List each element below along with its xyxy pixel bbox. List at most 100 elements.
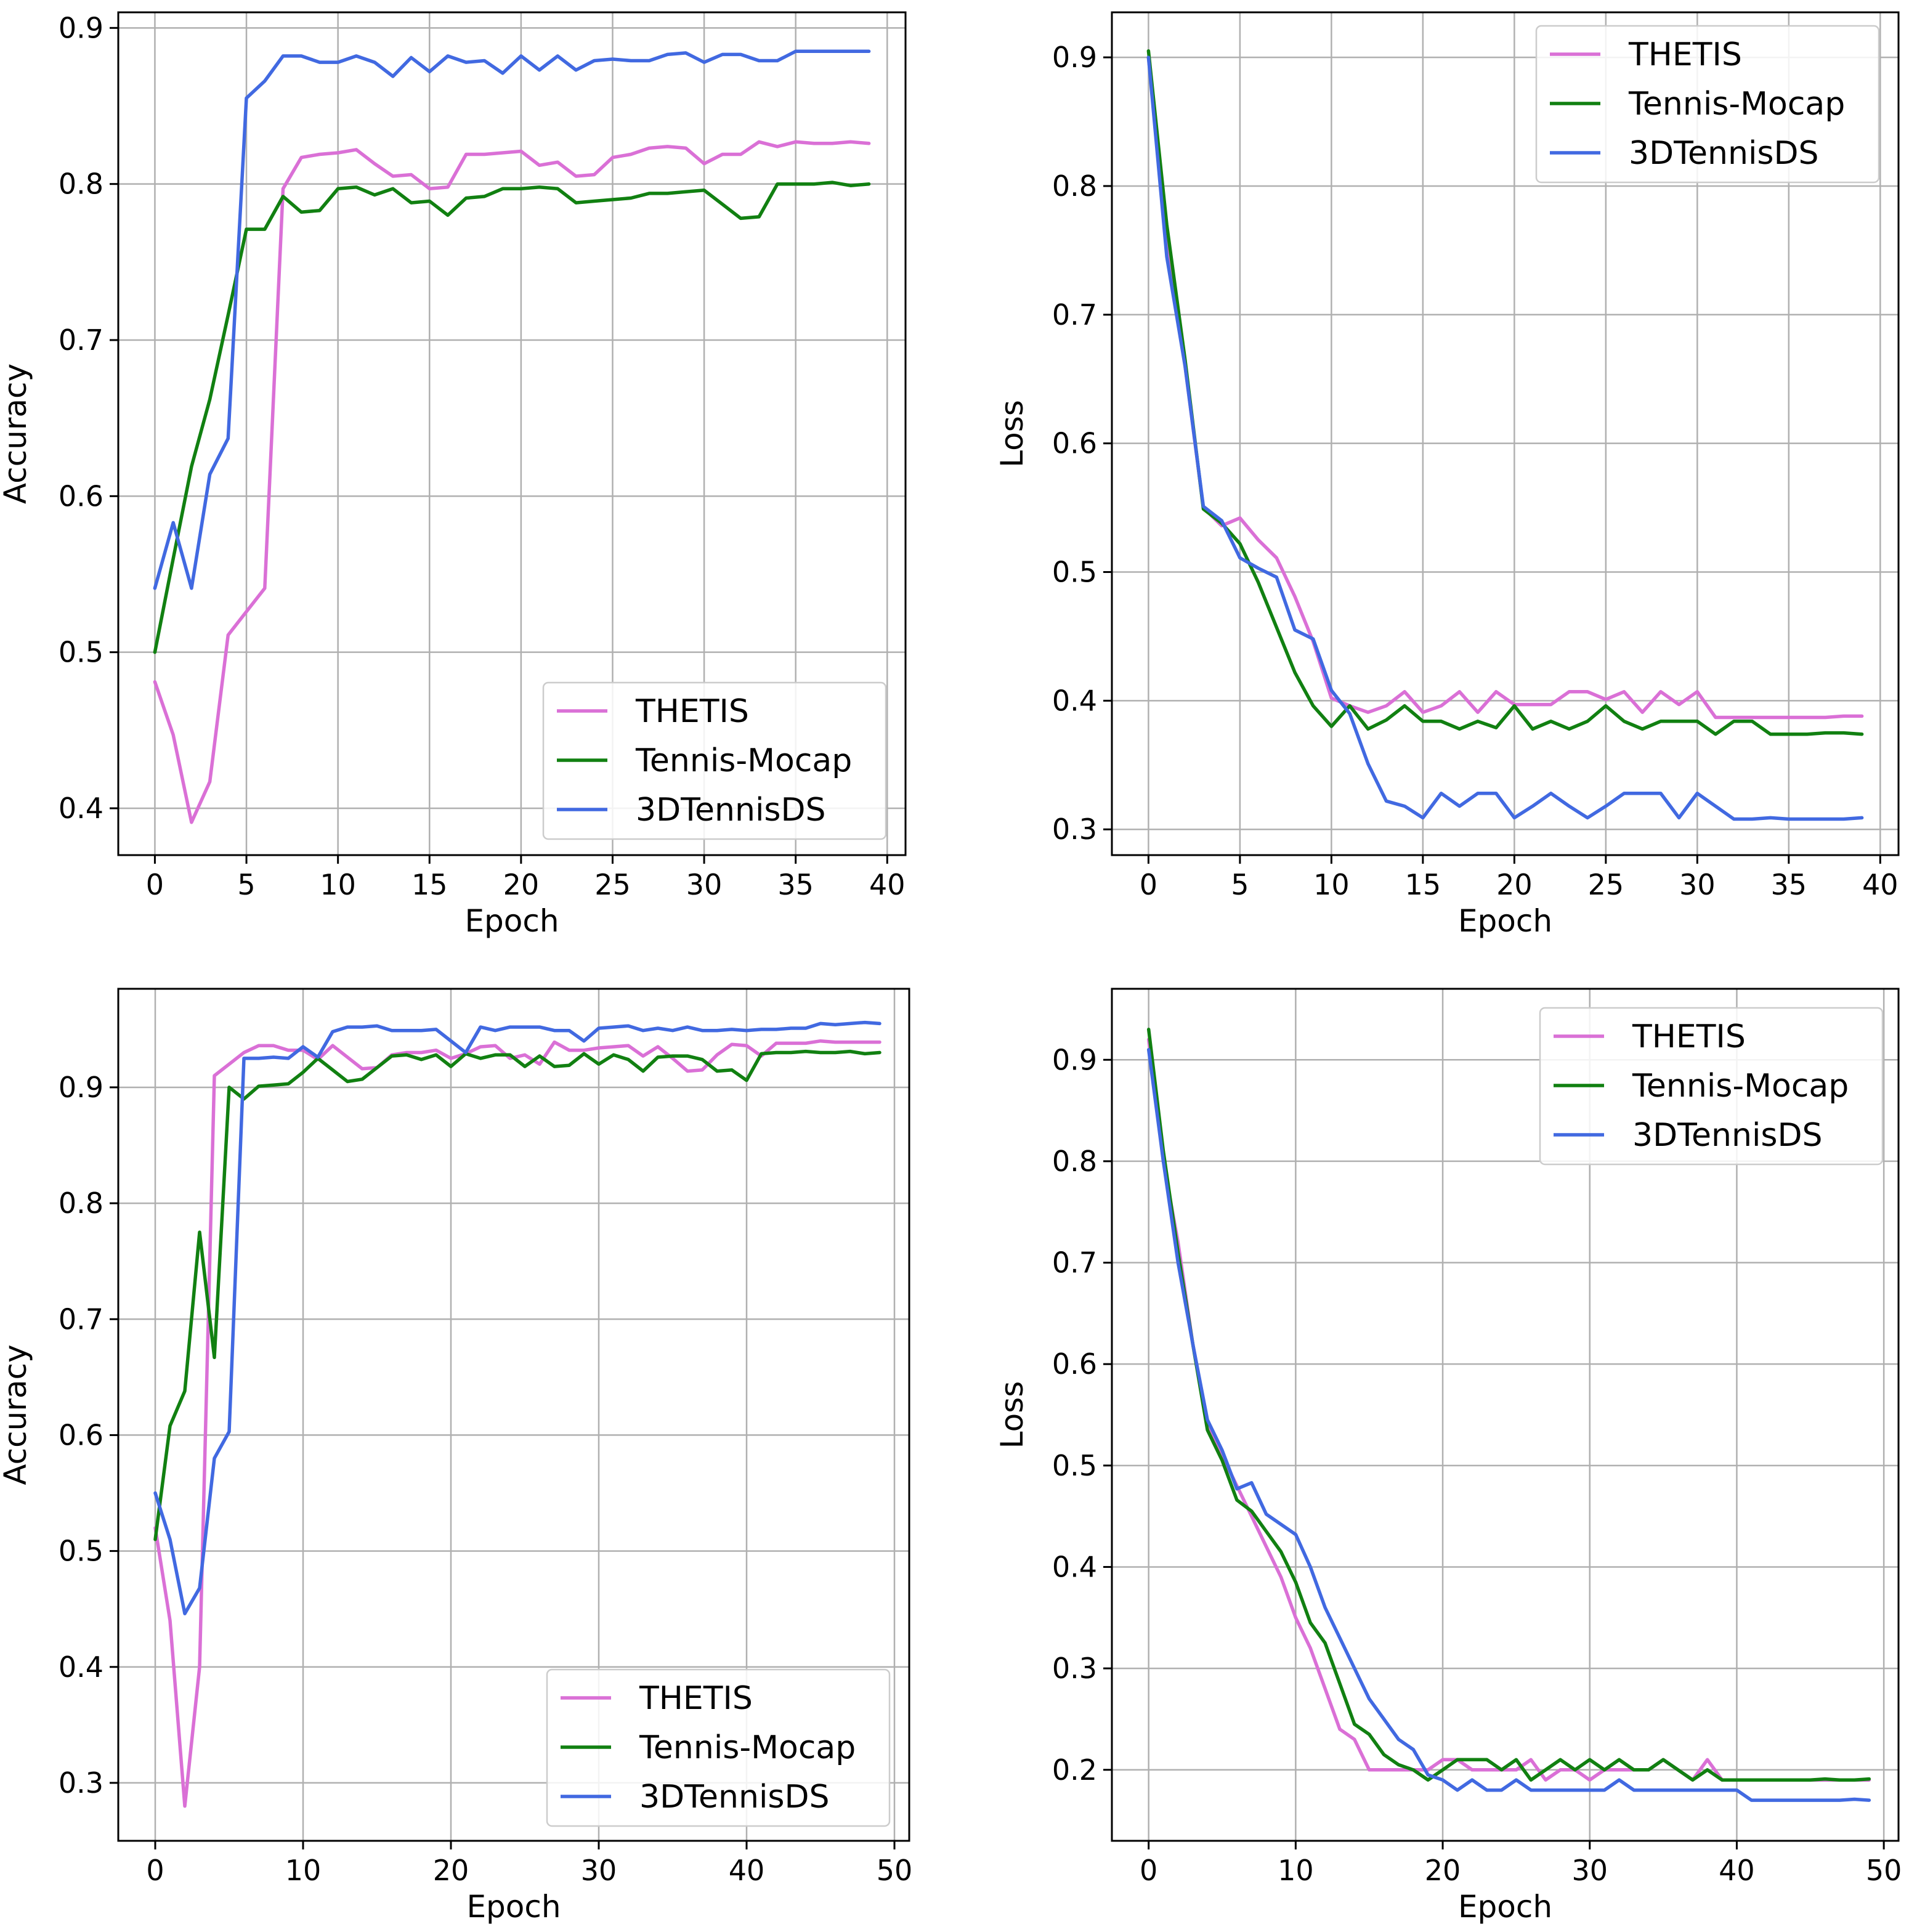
y-tick-label: 0.8 [59,168,103,201]
chart-panel-1: 0 5 10 15 20 25 30 35 40 0.4 0.5 0.6 0.7 0.8 0.9 Epoch A… [0,11,907,939]
x-tick-label: 40 [729,1854,765,1887]
legend-entry-3dtennisds: 3DTennisDS [636,792,826,829]
y-tick-label: 0.8 [59,1187,103,1220]
x-tick-label: 30 [686,868,723,901]
x-tick-label: 20 [1496,868,1533,901]
x-tick-label: 15 [411,868,448,901]
x-tick-label: 25 [594,868,631,901]
x-axis-label: Epoch [1458,1889,1552,1925]
legend-entry-tennis-mocap: Tennis-Mocap [1632,1068,1849,1105]
legend-entry-3dtennisds: 3DTennisDS [639,1779,830,1816]
x-tick-label: 20 [503,868,540,901]
y-tick-label: 0.6 [59,1418,103,1451]
series-line-tennis-mocap [153,181,871,654]
series-line-tennis-mocap [1146,49,1864,736]
legend-entry-tennis-mocap: Tennis-Mocap [1628,86,1845,123]
x-tick-label: 30 [1679,868,1716,901]
series-line-thetis [153,140,871,824]
x-tick-label: 40 [1862,868,1899,901]
y-tick-label: 0.3 [1052,813,1097,846]
x-tick-label: 25 [1588,868,1624,901]
y-tick-label: 0.7 [1052,298,1097,331]
y-tick-label: 0.8 [1052,169,1097,203]
legend-entry-3dtennisds: 3DTennisDS [1632,1117,1823,1154]
plot-area-frame [117,11,907,856]
x-tick-label: 30 [581,1854,617,1887]
y-tick-label: 0.6 [59,479,103,513]
legend-entry-tennis-mocap: Tennis-Mocap [639,1729,856,1766]
x-tick-label: 50 [1866,1854,1902,1887]
y-axis-label: Accuracy [0,363,33,504]
y-tick-label: 0.8 [1052,1145,1097,1178]
x-tick-label: 5 [1231,868,1249,901]
legend: THETIS Tennis-Mocap 3DTennisDS [1535,25,1880,184]
series-line-tennis-mocap [153,1049,881,1541]
y-tick-label: 0.3 [59,1766,103,1800]
chart-panel-2: 0 5 10 15 20 25 30 35 40 0.3 0.4 0.5 0.6 0.7 0.8 0.9 Epo… [994,11,1900,939]
x-tick-label: 15 [1405,868,1441,901]
x-tick-label: 20 [433,1854,469,1887]
x-tick-label: 20 [1425,1854,1461,1887]
y-tick-label: 0.7 [59,323,103,357]
x-tick-label: 35 [1771,868,1807,901]
legend-entry-thetis: THETIS [1632,1018,1746,1055]
y-axis-label: Loss [994,400,1030,468]
y-tick-label: 0.5 [59,636,103,669]
y-tick-label: 0.9 [59,11,103,44]
series-line-3dtennisds [153,1020,881,1615]
y-tick-label: 0.5 [59,1535,103,1568]
chart-panel-3: 0 10 20 30 40 50 0.3 0.4 0.5 0.6 0.7 0.8 0.9 Epoch Acc… [0,988,913,1925]
x-tick-label: 10 [285,1854,322,1887]
y-tick-label: 0.9 [59,1071,103,1104]
y-tick-label: 0.6 [1052,427,1097,460]
x-tick-label: 0 [146,868,164,901]
x-axis-label: Epoch [1458,903,1552,939]
x-tick-label: 40 [1719,1854,1755,1887]
y-tick-label: 0.9 [1052,41,1097,74]
y-tick-label: 0.7 [1052,1246,1097,1280]
series-line-3dtennisds [1146,55,1864,821]
legend: THETIS Tennis-Mocap 3DTennisDS [1539,1007,1884,1166]
x-tick-label: 0 [146,1854,164,1887]
x-tick-label: 50 [877,1854,913,1887]
x-tick-label: 10 [320,868,356,901]
legend: THETIS Tennis-Mocap 3DTennisDS [546,1668,891,1827]
legend-frame [542,681,887,840]
y-tick-label: 0.6 [1052,1347,1097,1381]
legend-entry-thetis: THETIS [639,1680,753,1717]
x-tick-label: 10 [1313,868,1350,901]
legend: THETIS Tennis-Mocap 3DTennisDS [542,681,887,840]
series-line-thetis [1146,55,1864,720]
y-tick-label: 0.5 [1052,1449,1097,1482]
legend-frame [546,1668,891,1827]
plot-area-frame [1111,11,1900,856]
y-axis-label: Loss [994,1381,1030,1449]
x-tick-label: 40 [869,868,906,901]
plot-area-frame [117,988,910,1842]
series-line-3dtennisds [153,49,871,590]
legend-entry-tennis-mocap: Tennis-Mocap [635,742,852,779]
y-tick-label: 0.5 [1052,556,1097,589]
y-tick-label: 0.4 [1052,1550,1097,1583]
plot-area-frame [1111,988,1900,1842]
y-tick-label: 0.3 [1052,1652,1097,1685]
x-tick-label: 35 [777,868,814,901]
y-tick-label: 0.4 [59,1650,103,1684]
legend-entry-thetis: THETIS [1628,36,1742,73]
x-tick-label: 30 [1571,1854,1608,1887]
y-tick-label: 0.4 [59,792,103,825]
legend-entry-3dtennisds: 3DTennisDS [1629,135,1819,172]
y-axis-label: Accuracy [0,1344,33,1485]
chart-panel-4: 0 10 20 30 40 50 0.2 0.3 0.4 0.5 0.6 0.7 0.8 0.9 Epoch… [994,988,1902,1925]
legend-entry-thetis: THETIS [635,693,749,730]
x-tick-label: 5 [237,868,255,901]
x-tick-label: 0 [1140,1854,1157,1887]
y-tick-label: 0.4 [1052,684,1097,717]
y-tick-label: 0.7 [59,1302,103,1336]
x-tick-label: 10 [1278,1854,1314,1887]
series-line-tennis-mocap [1146,1028,1871,1782]
x-axis-label: Epoch [464,903,559,939]
x-tick-label: 0 [1140,868,1157,901]
legend-frame [1539,1007,1884,1166]
